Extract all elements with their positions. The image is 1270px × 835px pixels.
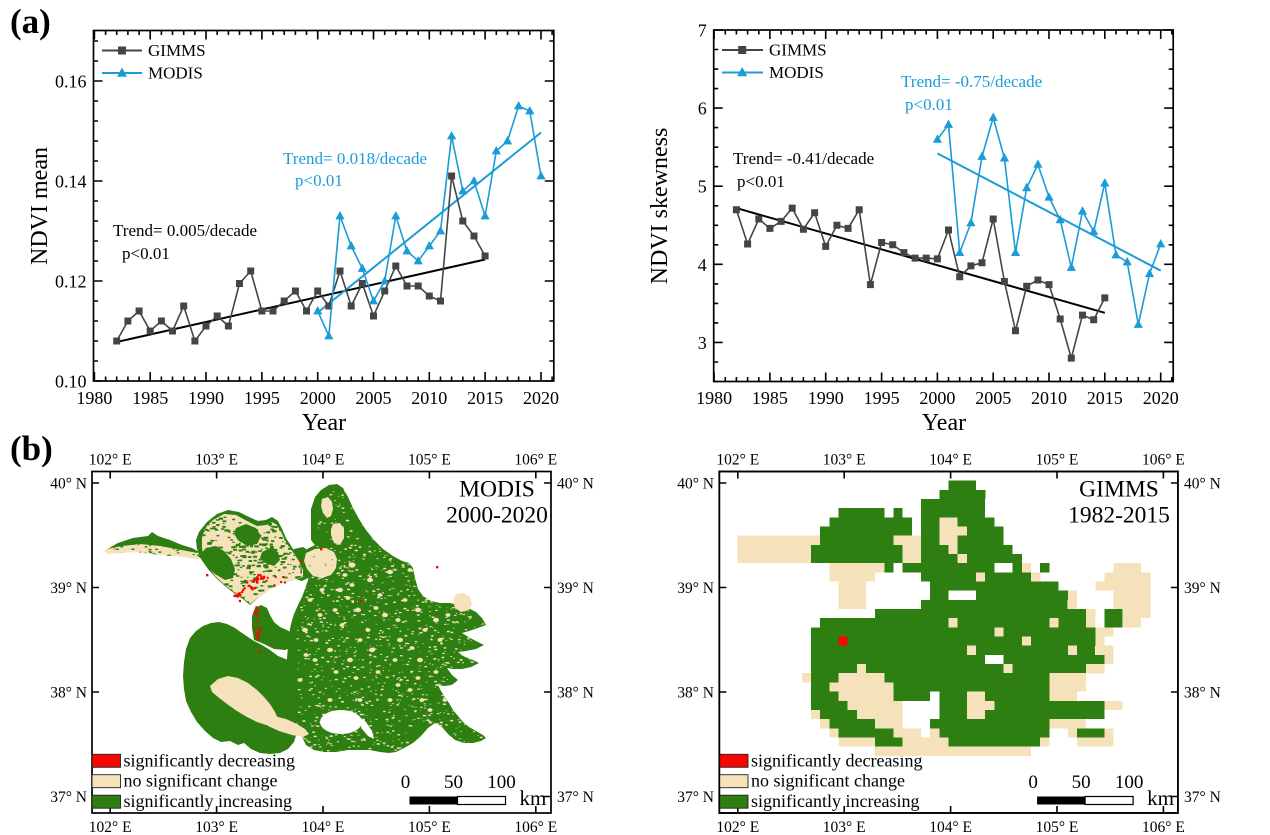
svg-text:102° E: 102° E (716, 452, 759, 469)
svg-text:39° N: 39° N (1184, 580, 1221, 597)
svg-text:2005: 2005 (356, 388, 392, 408)
svg-text:2015: 2015 (1087, 388, 1123, 408)
svg-text:7: 7 (698, 21, 707, 41)
svg-text:NDVI mean: NDVI mean (27, 147, 53, 265)
svg-text:104° E: 104° E (929, 452, 972, 469)
svg-text:37° N: 37° N (557, 789, 594, 806)
svg-text:39° N: 39° N (50, 580, 87, 597)
svg-text:1985: 1985 (132, 388, 168, 408)
svg-text:significantly increasing: significantly increasing (124, 791, 292, 811)
svg-text:no significant change: no significant change (124, 771, 278, 791)
svg-text:40° N: 40° N (50, 476, 87, 493)
svg-text:1980: 1980 (76, 388, 112, 408)
svg-text:2020: 2020 (523, 388, 559, 408)
svg-text:1995: 1995 (244, 388, 280, 408)
svg-text:106° E: 106° E (1142, 452, 1185, 469)
svg-text:Trend= -0.41/decade: Trend= -0.41/decade (733, 149, 874, 168)
svg-text:105° E: 105° E (1036, 819, 1079, 835)
svg-text:37° N: 37° N (1184, 789, 1221, 806)
svg-text:50: 50 (444, 772, 463, 793)
svg-text:3: 3 (698, 333, 707, 353)
svg-text:GIMMS: GIMMS (1079, 477, 1159, 503)
svg-text:p<0.01: p<0.01 (905, 95, 953, 114)
svg-text:40° N: 40° N (1184, 476, 1221, 493)
svg-text:102° E: 102° E (716, 819, 759, 835)
svg-text:2005: 2005 (975, 388, 1011, 408)
svg-text:Trend= 0.005/decade: Trend= 0.005/decade (113, 221, 257, 240)
svg-text:105° E: 105° E (408, 819, 451, 835)
svg-text:1985: 1985 (752, 388, 788, 408)
svg-text:37° N: 37° N (50, 789, 87, 806)
svg-text:no significant change: no significant change (751, 771, 905, 791)
svg-text:102° E: 102° E (89, 452, 132, 469)
svg-text:2000: 2000 (300, 388, 336, 408)
svg-text:103° E: 103° E (195, 452, 238, 469)
svg-text:38° N: 38° N (557, 685, 594, 702)
svg-text:p<0.01: p<0.01 (737, 172, 785, 191)
svg-text:NDVI skewness: NDVI skewness (647, 128, 673, 285)
svg-text:2010: 2010 (1031, 388, 1067, 408)
svg-text:104° E: 104° E (302, 452, 345, 469)
svg-text:Year: Year (302, 410, 346, 436)
svg-text:38° N: 38° N (50, 685, 87, 702)
svg-text:2010: 2010 (411, 388, 447, 408)
svg-text:6: 6 (698, 99, 707, 119)
svg-text:4: 4 (698, 255, 707, 275)
svg-text:2020: 2020 (1143, 388, 1179, 408)
svg-text:1980: 1980 (696, 388, 732, 408)
svg-text:Year: Year (922, 410, 966, 436)
svg-text:102° E: 102° E (89, 819, 132, 835)
svg-text:38° N: 38° N (1184, 685, 1221, 702)
svg-text:1990: 1990 (808, 388, 844, 408)
svg-text:0.14: 0.14 (55, 172, 87, 192)
svg-text:105° E: 105° E (408, 452, 451, 469)
svg-text:106° E: 106° E (514, 452, 557, 469)
svg-text:2000: 2000 (919, 388, 955, 408)
svg-text:2000-2020: 2000-2020 (446, 503, 548, 529)
svg-text:(a): (a) (10, 2, 51, 41)
svg-text:0.16: 0.16 (55, 72, 87, 92)
svg-text:significantly decreasing: significantly decreasing (124, 750, 295, 770)
svg-text:103° E: 103° E (823, 452, 866, 469)
svg-text:39° N: 39° N (557, 580, 594, 597)
svg-text:0: 0 (1028, 772, 1038, 793)
svg-text:2015: 2015 (467, 388, 503, 408)
svg-text:GIMMS: GIMMS (148, 41, 206, 60)
svg-text:103° E: 103° E (195, 819, 238, 835)
svg-text:Trend= 0.018/decade: Trend= 0.018/decade (283, 149, 427, 168)
svg-text:39° N: 39° N (677, 580, 714, 597)
svg-text:5: 5 (698, 177, 707, 197)
svg-text:1995: 1995 (864, 388, 900, 408)
svg-text:103° E: 103° E (823, 819, 866, 835)
svg-text:1990: 1990 (188, 388, 224, 408)
svg-text:MODIS: MODIS (769, 63, 824, 82)
svg-text:100: 100 (1115, 772, 1144, 793)
svg-text:MODIS: MODIS (459, 477, 535, 503)
svg-text:GIMMS: GIMMS (769, 41, 827, 60)
svg-text:104° E: 104° E (302, 819, 345, 835)
svg-text:significantly increasing: significantly increasing (751, 791, 919, 811)
svg-text:105° E: 105° E (1036, 452, 1079, 469)
svg-text:p<0.01: p<0.01 (295, 171, 343, 190)
svg-text:Trend= -0.75/decade: Trend= -0.75/decade (901, 72, 1042, 91)
svg-text:40° N: 40° N (677, 476, 714, 493)
svg-text:MODIS: MODIS (148, 64, 203, 83)
svg-text:50: 50 (1072, 772, 1091, 793)
svg-text:38° N: 38° N (677, 685, 714, 702)
svg-text:100: 100 (487, 772, 516, 793)
svg-text:1982-2015: 1982-2015 (1068, 503, 1170, 529)
svg-text:km: km (520, 786, 547, 810)
svg-text:(b): (b) (10, 429, 53, 468)
svg-text:40° N: 40° N (557, 476, 594, 493)
svg-text:106° E: 106° E (514, 819, 557, 835)
svg-text:104° E: 104° E (929, 819, 972, 835)
svg-text:0.12: 0.12 (55, 272, 87, 292)
svg-text:37° N: 37° N (677, 789, 714, 806)
svg-text:0: 0 (401, 772, 411, 793)
svg-text:km: km (1147, 786, 1174, 810)
svg-text:0.10: 0.10 (55, 372, 87, 392)
svg-text:106° E: 106° E (1142, 819, 1185, 835)
svg-text:p<0.01: p<0.01 (122, 244, 170, 263)
